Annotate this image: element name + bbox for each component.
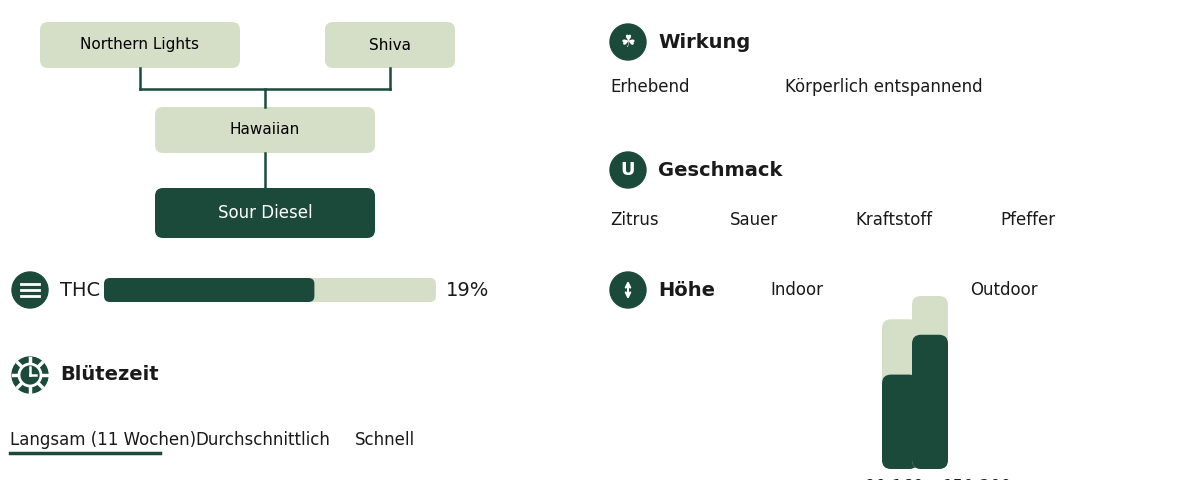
Text: Sour Diesel: Sour Diesel [217, 204, 312, 222]
Circle shape [610, 272, 646, 308]
Circle shape [12, 357, 48, 393]
FancyBboxPatch shape [882, 374, 918, 469]
FancyBboxPatch shape [912, 296, 948, 469]
Text: Geschmack: Geschmack [658, 160, 782, 180]
FancyBboxPatch shape [155, 188, 374, 238]
Text: Schnell: Schnell [355, 431, 415, 449]
Text: Körperlich entspannend: Körperlich entspannend [785, 78, 983, 96]
Text: 19%: 19% [446, 280, 490, 300]
Text: Shiva: Shiva [370, 37, 410, 52]
Text: Pfeffer: Pfeffer [1000, 211, 1055, 229]
FancyBboxPatch shape [325, 22, 455, 68]
FancyBboxPatch shape [40, 22, 240, 68]
FancyBboxPatch shape [155, 107, 374, 153]
Circle shape [12, 272, 48, 308]
FancyBboxPatch shape [882, 319, 918, 469]
Text: Erhebend: Erhebend [610, 78, 690, 96]
Text: ☘: ☘ [620, 33, 636, 51]
FancyBboxPatch shape [912, 335, 948, 469]
Text: Outdoor: Outdoor [970, 281, 1038, 299]
Text: Hawaiian: Hawaiian [230, 122, 300, 137]
FancyBboxPatch shape [104, 278, 314, 302]
Text: 90-160: 90-160 [865, 478, 924, 480]
Text: Sauer: Sauer [730, 211, 779, 229]
Text: U: U [620, 161, 635, 179]
Text: Northern Lights: Northern Lights [80, 37, 199, 52]
Text: Langsam (11 Wochen): Langsam (11 Wochen) [10, 431, 196, 449]
Text: Höhe: Höhe [658, 280, 715, 300]
Text: THC: THC [60, 280, 100, 300]
Circle shape [610, 24, 646, 60]
Text: Durchschnittlich: Durchschnittlich [194, 431, 330, 449]
Text: Kraftstoff: Kraftstoff [854, 211, 932, 229]
FancyBboxPatch shape [104, 278, 436, 302]
Circle shape [610, 152, 646, 188]
Text: Blütezeit: Blütezeit [60, 365, 158, 384]
Text: Wirkung: Wirkung [658, 33, 750, 51]
Text: Indoor: Indoor [770, 281, 823, 299]
Text: Zitrus: Zitrus [610, 211, 659, 229]
Text: 150-200: 150-200 [942, 478, 1012, 480]
